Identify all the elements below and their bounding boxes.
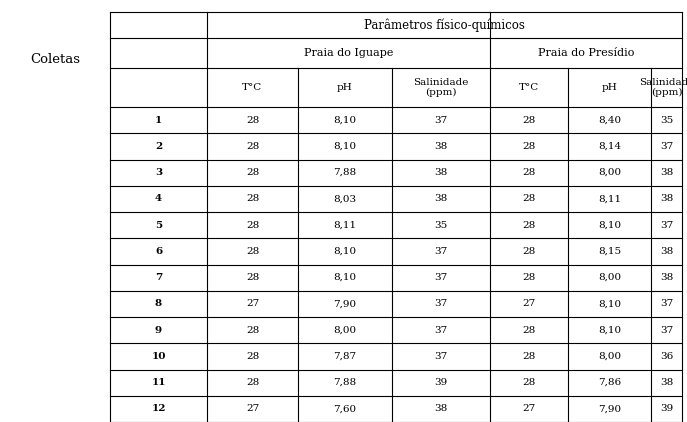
Text: 28: 28 bbox=[246, 378, 259, 387]
Text: 28: 28 bbox=[246, 195, 259, 203]
Text: 8,40: 8,40 bbox=[598, 116, 621, 124]
Text: 38: 38 bbox=[660, 273, 673, 282]
Text: 37: 37 bbox=[434, 299, 448, 308]
Text: 28: 28 bbox=[246, 273, 259, 282]
Text: 8,10: 8,10 bbox=[598, 299, 621, 308]
Text: 8,10: 8,10 bbox=[598, 326, 621, 335]
Text: Praia do Presídio: Praia do Presídio bbox=[538, 48, 634, 58]
Text: 9: 9 bbox=[155, 326, 162, 335]
Text: 28: 28 bbox=[522, 195, 536, 203]
Text: 28: 28 bbox=[522, 273, 536, 282]
Text: 28: 28 bbox=[522, 378, 536, 387]
Text: 28: 28 bbox=[522, 116, 536, 124]
Text: 8,11: 8,11 bbox=[598, 195, 621, 203]
Text: 28: 28 bbox=[246, 247, 259, 256]
Text: 7: 7 bbox=[155, 273, 162, 282]
Text: 39: 39 bbox=[660, 404, 673, 414]
Text: 38: 38 bbox=[434, 142, 448, 151]
Text: 6: 6 bbox=[155, 247, 162, 256]
Text: 3: 3 bbox=[155, 168, 162, 177]
Text: pH: pH bbox=[602, 83, 618, 92]
Text: 37: 37 bbox=[434, 273, 448, 282]
Text: 38: 38 bbox=[660, 195, 673, 203]
Text: pH: pH bbox=[337, 83, 353, 92]
Text: 28: 28 bbox=[246, 168, 259, 177]
Text: 8,00: 8,00 bbox=[598, 168, 621, 177]
Text: 37: 37 bbox=[434, 247, 448, 256]
Text: 11: 11 bbox=[151, 378, 166, 387]
Text: 8,10: 8,10 bbox=[598, 221, 621, 230]
Text: 8,03: 8,03 bbox=[333, 195, 357, 203]
Text: 35: 35 bbox=[434, 221, 448, 230]
Text: 36: 36 bbox=[660, 352, 673, 361]
Text: 38: 38 bbox=[434, 195, 448, 203]
Text: 28: 28 bbox=[246, 326, 259, 335]
Text: 8,00: 8,00 bbox=[598, 273, 621, 282]
Text: 7,90: 7,90 bbox=[598, 404, 621, 414]
Text: 37: 37 bbox=[660, 299, 673, 308]
Text: Coletas: Coletas bbox=[30, 53, 80, 66]
Text: 5: 5 bbox=[155, 221, 162, 230]
Text: 27: 27 bbox=[246, 404, 259, 414]
Text: 28: 28 bbox=[522, 142, 536, 151]
Text: 12: 12 bbox=[151, 404, 166, 414]
Text: Parâmetros físico-químicos: Parâmetros físico-químicos bbox=[364, 18, 525, 32]
Text: T°C: T°C bbox=[519, 83, 539, 92]
Text: 8: 8 bbox=[155, 299, 162, 308]
Text: T°C: T°C bbox=[243, 83, 262, 92]
Text: 27: 27 bbox=[522, 299, 536, 308]
Text: 37: 37 bbox=[434, 326, 448, 335]
Text: 28: 28 bbox=[246, 142, 259, 151]
Text: 35: 35 bbox=[660, 116, 673, 124]
Text: 8,11: 8,11 bbox=[333, 221, 357, 230]
Text: 37: 37 bbox=[660, 142, 673, 151]
Text: 8,10: 8,10 bbox=[333, 247, 357, 256]
Text: 38: 38 bbox=[660, 247, 673, 256]
Text: 28: 28 bbox=[522, 247, 536, 256]
Text: 38: 38 bbox=[434, 404, 448, 414]
Text: 8,10: 8,10 bbox=[333, 273, 357, 282]
Text: 28: 28 bbox=[522, 352, 536, 361]
Text: 8,15: 8,15 bbox=[598, 247, 621, 256]
Text: 37: 37 bbox=[660, 221, 673, 230]
Text: 2: 2 bbox=[155, 142, 162, 151]
Text: 39: 39 bbox=[434, 378, 448, 387]
Text: 8,00: 8,00 bbox=[598, 352, 621, 361]
Text: 7,88: 7,88 bbox=[333, 378, 357, 387]
Text: 8,10: 8,10 bbox=[333, 142, 357, 151]
Text: 28: 28 bbox=[522, 326, 536, 335]
Text: 4: 4 bbox=[155, 195, 162, 203]
Text: 37: 37 bbox=[660, 326, 673, 335]
Text: 8,10: 8,10 bbox=[333, 116, 357, 124]
Text: 10: 10 bbox=[151, 352, 166, 361]
Text: Praia do Iguape: Praia do Iguape bbox=[304, 48, 393, 58]
Text: 8,00: 8,00 bbox=[333, 326, 357, 335]
Text: 37: 37 bbox=[434, 116, 448, 124]
Text: 38: 38 bbox=[660, 168, 673, 177]
Text: 8,14: 8,14 bbox=[598, 142, 621, 151]
Text: 27: 27 bbox=[246, 299, 259, 308]
Text: Salinidade
(ppm): Salinidade (ppm) bbox=[414, 78, 469, 97]
Text: 28: 28 bbox=[522, 221, 536, 230]
Text: Salinidade
(ppm): Salinidade (ppm) bbox=[639, 78, 687, 97]
Text: 7,88: 7,88 bbox=[333, 168, 357, 177]
Text: 7,60: 7,60 bbox=[333, 404, 357, 414]
Text: 7,90: 7,90 bbox=[333, 299, 357, 308]
Text: 27: 27 bbox=[522, 404, 536, 414]
Text: 7,86: 7,86 bbox=[598, 378, 621, 387]
Text: 38: 38 bbox=[660, 378, 673, 387]
Text: 28: 28 bbox=[246, 116, 259, 124]
Text: 28: 28 bbox=[246, 352, 259, 361]
Text: 28: 28 bbox=[246, 221, 259, 230]
Text: 37: 37 bbox=[434, 352, 448, 361]
Text: 1: 1 bbox=[155, 116, 162, 124]
Text: 28: 28 bbox=[522, 168, 536, 177]
Text: 7,87: 7,87 bbox=[333, 352, 357, 361]
Text: 38: 38 bbox=[434, 168, 448, 177]
